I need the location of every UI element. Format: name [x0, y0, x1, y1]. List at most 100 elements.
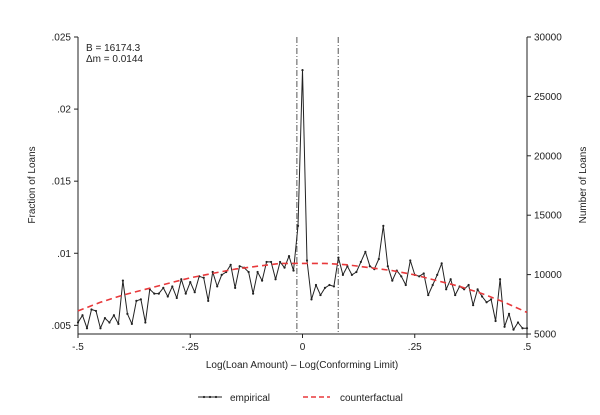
- data-point-empirical: [355, 270, 358, 274]
- data-point-empirical: [377, 257, 380, 261]
- y-tick-label-right: 20000: [534, 151, 562, 162]
- x-axis: -.5 -.25 0 .25 .5: [72, 334, 532, 353]
- legend-empirical-marker: [202, 395, 206, 399]
- series-line-empirical: [77, 69, 527, 331]
- data-point-empirical: [409, 259, 412, 262]
- y-tick-label-left: .01: [57, 249, 71, 260]
- data-point-empirical: [175, 296, 178, 300]
- data-point-empirical: [404, 283, 407, 287]
- data-point-empirical: [418, 275, 421, 278]
- legend-empirical-label: empirical: [230, 393, 270, 404]
- y-tick-label-right: 30000: [534, 33, 562, 44]
- data-point-empirical: [76, 321, 80, 324]
- data-point-empirical: [234, 286, 237, 289]
- data-point-empirical: [427, 293, 430, 297]
- data-point-empirical: [323, 286, 327, 289]
- data-point-empirical: [328, 283, 331, 287]
- data-point-empirical: [454, 293, 457, 297]
- data-point-empirical: [265, 260, 268, 264]
- y-tick-label-left: .015: [52, 177, 72, 188]
- data-point-empirical: [319, 293, 322, 297]
- data-point-empirical: [386, 265, 389, 268]
- data-point-empirical: [238, 265, 241, 268]
- data-point-empirical: [431, 283, 434, 287]
- data-point-empirical: [467, 283, 470, 287]
- annotation-delta-m: Δm = 0.0144: [86, 54, 143, 65]
- legend-empirical-marker: [214, 395, 218, 399]
- data-point-empirical: [112, 314, 116, 317]
- data-point-empirical: [283, 266, 286, 269]
- reference-lines: [296, 37, 339, 334]
- y-tick-label-left: .025: [52, 33, 72, 44]
- y-tick-label-right: 15000: [534, 211, 562, 222]
- data-point-empirical: [103, 317, 107, 320]
- data-point-empirical: [94, 309, 98, 313]
- data-point-empirical: [512, 328, 515, 331]
- data-point-empirical: [117, 322, 120, 326]
- data-point-empirical: [341, 273, 345, 276]
- data-point-empirical: [256, 270, 259, 274]
- x-tick-label: 0: [300, 342, 306, 353]
- data-point-empirical: [332, 285, 336, 288]
- data-point-empirical: [130, 322, 133, 326]
- data-point-empirical: [207, 299, 210, 302]
- legend-empirical-marker: [208, 395, 212, 399]
- data-point-empirical: [135, 299, 138, 302]
- data-point-empirical: [220, 273, 223, 276]
- data-point-empirical: [189, 280, 192, 284]
- data-point-empirical: [391, 279, 394, 282]
- data-point-empirical: [346, 265, 349, 268]
- x-tick-label: -.5: [72, 342, 84, 353]
- data-point-empirical: [184, 292, 187, 295]
- data-point-empirical: [494, 319, 497, 323]
- y-axis-left: .005 .01 .015 .02 .025: [52, 33, 78, 332]
- data-point-empirical: [171, 285, 174, 288]
- data-point-empirical: [350, 273, 353, 276]
- data-point-empirical: [521, 327, 524, 330]
- data-point-empirical: [498, 278, 502, 281]
- data-point-empirical: [445, 288, 448, 291]
- data-point-empirical: [436, 273, 439, 276]
- data-point-empirical: [449, 278, 452, 281]
- x-tick-label: .25: [408, 342, 422, 353]
- data-point-empirical: [292, 269, 295, 272]
- legend-counterfactual-label: counterfactual: [340, 393, 403, 404]
- x-tick-label: -.25: [182, 342, 200, 353]
- data-point-empirical: [305, 259, 309, 262]
- data-point-empirical: [157, 292, 160, 295]
- data-point-empirical: [81, 314, 84, 317]
- data-point-empirical: [400, 275, 403, 278]
- data-point-empirical: [252, 292, 255, 295]
- y-tick-label-right: 25000: [534, 92, 562, 103]
- data-point-empirical: [144, 321, 147, 324]
- data-point-empirical: [476, 288, 479, 291]
- data-point-empirical: [516, 321, 520, 324]
- series-line-counterfactual: [77, 262, 528, 314]
- data-point-empirical: [180, 278, 183, 281]
- data-point-empirical: [139, 298, 142, 301]
- data-point-empirical: [247, 270, 250, 274]
- data-point-empirical: [503, 325, 506, 328]
- data-point-empirical: [287, 255, 291, 258]
- data-point-empirical: [422, 272, 425, 275]
- data-point-empirical: [368, 265, 371, 268]
- data-point-empirical: [301, 69, 304, 72]
- y-axis-right: 5000 10000 15000 20000 25000 30000: [527, 33, 562, 341]
- data-point-empirical: [90, 308, 93, 311]
- data-point-empirical: [121, 279, 124, 282]
- data-point-empirical: [126, 312, 129, 315]
- data-point-empirical: [481, 295, 484, 298]
- y-axis-title-left: Fraction of Loans: [27, 146, 38, 223]
- series-layer: [76, 69, 529, 331]
- y-tick-label-right: 10000: [534, 270, 562, 281]
- y-axis-title-right: Number of Loans: [578, 147, 589, 224]
- data-point-empirical: [364, 250, 367, 253]
- data-point-empirical: [153, 292, 156, 295]
- y-tick-label-left: .005: [52, 321, 72, 332]
- data-point-empirical: [337, 256, 340, 259]
- data-point-empirical: [274, 278, 277, 281]
- data-point-empirical: [216, 285, 219, 288]
- data-point-empirical: [162, 286, 165, 289]
- annotation-bunching: B = 16174.3: [86, 43, 141, 54]
